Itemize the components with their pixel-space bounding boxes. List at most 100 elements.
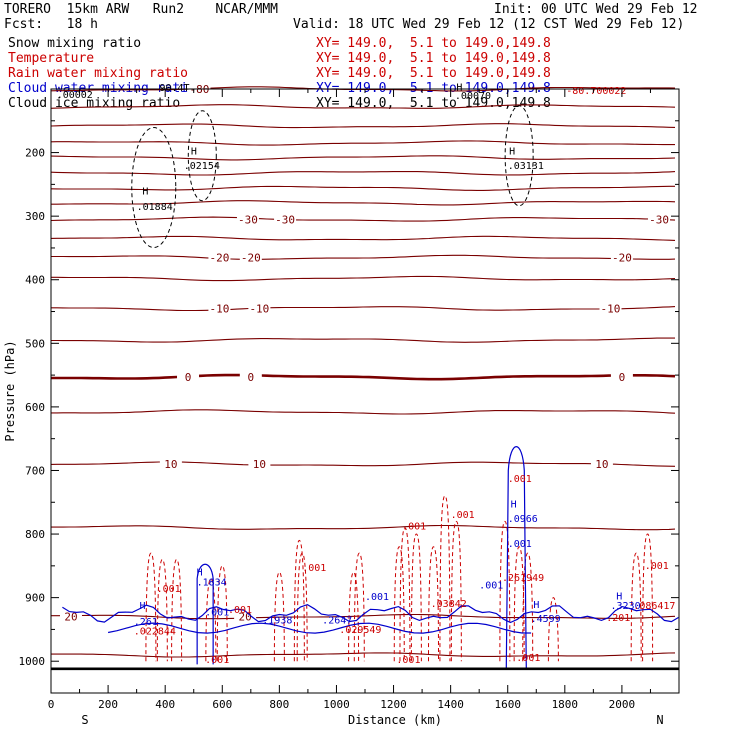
forecast-hour: Fcst: 18 h bbox=[4, 17, 98, 32]
contour-extremum-label: .2647 bbox=[322, 616, 352, 627]
contour-extremum-label: .261949 bbox=[502, 573, 544, 584]
header-title-line: TORERO 15km ARW Run2 NCAR/MMM bbox=[4, 2, 278, 17]
contour-extremum-label: .001 bbox=[479, 581, 503, 592]
y-tick-label: 1000 bbox=[19, 655, 46, 668]
contour-extremum-label: .261 bbox=[134, 617, 158, 628]
temperature-contour-label: -30 bbox=[238, 213, 258, 226]
legend-xy-rain: XY= 149.0, 5.1 to 149.0,149.8 bbox=[316, 66, 551, 81]
rain-water-contour bbox=[547, 597, 559, 662]
rain-water-contour bbox=[450, 520, 462, 662]
temperature-contour-label: 10 bbox=[595, 458, 608, 471]
temperature-contour-label: -20 bbox=[209, 251, 229, 264]
contour-label-bg bbox=[599, 302, 622, 315]
y-axis-title: Pressure (hPa) bbox=[3, 340, 17, 441]
valid-time: Valid: 18 UTC Wed 29 Feb 12 (12 CST Wed … bbox=[293, 17, 685, 32]
axes: 0 200 400 600 800 1000 1200 1400 1600 1800 2000200… bbox=[3, 88, 680, 727]
contour-extremum-label: .01884 bbox=[137, 202, 173, 213]
contour-label-bg bbox=[610, 251, 633, 264]
contour-label-bg bbox=[590, 458, 613, 471]
contour-label-bg bbox=[239, 251, 262, 264]
rain-water-contour bbox=[293, 539, 305, 662]
temperature-contour-label: 0 bbox=[185, 371, 192, 384]
cloud-water-contour bbox=[107, 622, 532, 634]
contour-extremum-label: H bbox=[616, 592, 622, 603]
contour-label-bg bbox=[208, 302, 231, 315]
temperature-contour bbox=[51, 275, 676, 282]
contour-extremum-label: .001 bbox=[396, 655, 420, 666]
temperature-contour bbox=[51, 409, 676, 415]
rain-water-contour bbox=[156, 558, 168, 662]
legend-xy-snow: XY= 149.0, 5.1 to 149.0,149.8 bbox=[316, 36, 551, 51]
contour-label-bg bbox=[208, 251, 231, 264]
rain-water-contour bbox=[513, 546, 525, 662]
contour-label-bg bbox=[239, 371, 262, 384]
contour-extremum-label: .001 bbox=[205, 607, 229, 618]
y-tick-label: 700 bbox=[25, 464, 45, 477]
temperature-contour-label: 0 bbox=[248, 371, 255, 384]
contour-extremum-label: H bbox=[533, 600, 539, 611]
hydrometeor-contours bbox=[62, 105, 679, 668]
x-tick-label: 1600 bbox=[494, 698, 521, 711]
temperature-contours: -80-30 -30 -30-20 -20 -20-10 -10 -100 0 010 10 102… bbox=[50, 83, 676, 658]
rain-water-contour bbox=[410, 533, 422, 662]
x-tick-label: 800 bbox=[269, 698, 289, 711]
y-tick-label: 200 bbox=[25, 147, 45, 160]
contour-extremum-label: .0966 bbox=[508, 514, 538, 525]
temperature-contour bbox=[50, 155, 676, 161]
contour-extremum-label: .001 bbox=[516, 653, 540, 664]
x-tick-label: 200 bbox=[98, 698, 118, 711]
cloud-ice-contour bbox=[131, 127, 177, 249]
contour-extremum-label: .001 bbox=[508, 539, 532, 550]
temperature-contour bbox=[51, 652, 676, 658]
temperature-contour-label: -10 bbox=[249, 302, 269, 315]
model-name: TORERO bbox=[4, 2, 51, 17]
rain-water-contour bbox=[353, 552, 365, 662]
contour-extremum-label: .001 bbox=[228, 605, 252, 616]
temperature-contour-label: -20 bbox=[612, 251, 632, 264]
contour-extremum-label: H bbox=[509, 146, 515, 157]
temperature-contour bbox=[51, 524, 676, 531]
y-tick-label: 600 bbox=[25, 401, 45, 414]
temperature-contour bbox=[51, 337, 676, 343]
init-time: Init: 00 UTC Wed 29 Feb 12 bbox=[494, 2, 698, 17]
temperature-contour-label: 10 bbox=[253, 458, 266, 471]
contour-label-bg bbox=[248, 458, 271, 471]
temperature-contour bbox=[50, 461, 676, 467]
rain-water-contour bbox=[428, 546, 440, 662]
temperature-contour-label: -30 bbox=[275, 213, 295, 226]
x-tick-label: 2000 bbox=[609, 698, 636, 711]
temperature-contour-label: 10 bbox=[164, 458, 177, 471]
contour-extremum-label: H bbox=[142, 187, 148, 198]
x-tick-label: 1400 bbox=[437, 698, 464, 711]
contour-label-bg bbox=[59, 610, 82, 623]
rain-water-contour bbox=[393, 546, 405, 662]
contour-extremum-label: .001 bbox=[205, 655, 229, 666]
contour-extremum-label: -80.700022 bbox=[566, 86, 626, 97]
contour-extremum-label: .001 bbox=[508, 474, 532, 485]
south-label: S bbox=[81, 713, 88, 727]
y-tick-label: 500 bbox=[25, 337, 45, 350]
temperature-contour bbox=[50, 140, 675, 146]
contour-extremum-label: H bbox=[456, 82, 462, 93]
contour-label-bg bbox=[234, 610, 257, 623]
contour-label-bg bbox=[236, 213, 259, 226]
legend-item-temperature: Temperature bbox=[8, 51, 95, 66]
x-tick-label: 1200 bbox=[380, 698, 407, 711]
temperature-contour bbox=[51, 373, 676, 381]
temperature-contour bbox=[50, 170, 676, 176]
contour-extremum-label: .4599 bbox=[531, 614, 561, 625]
temperature-contour bbox=[51, 254, 676, 260]
contour-extremum-label: H bbox=[191, 146, 197, 157]
rain-water-contour bbox=[522, 552, 534, 662]
contour-label-bg bbox=[648, 213, 671, 226]
north-label: N bbox=[656, 713, 663, 727]
rain-water-contour bbox=[630, 552, 642, 662]
temperature-contour bbox=[51, 613, 676, 620]
cloud-ice-contour bbox=[187, 110, 217, 202]
temperature-contour-label: -10 bbox=[601, 302, 621, 315]
temperature-contour bbox=[51, 200, 676, 206]
rain-water-contour bbox=[642, 533, 654, 662]
contour-extremum-label: .02154 bbox=[184, 161, 220, 172]
